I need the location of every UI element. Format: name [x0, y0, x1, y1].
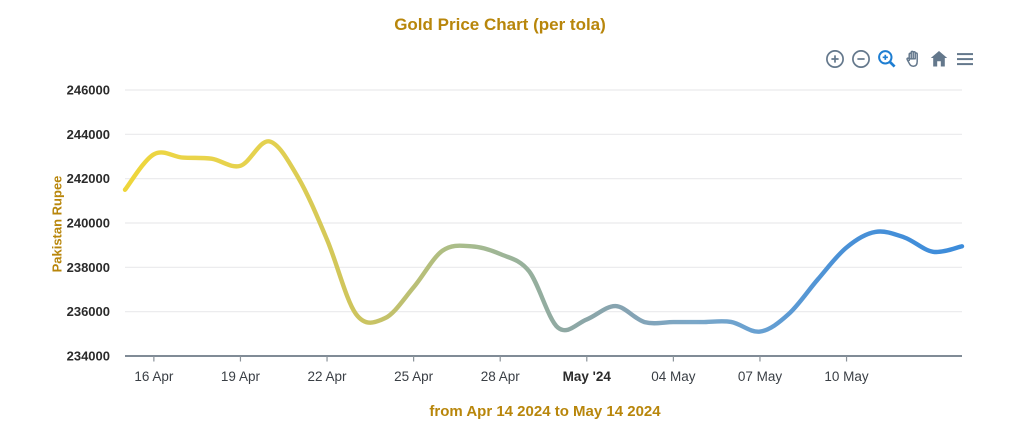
y-tick-label: 234000	[67, 349, 110, 364]
x-tick-label: 04 May	[651, 369, 696, 384]
y-tick-label: 246000	[67, 83, 110, 98]
x-tick-label: 19 Apr	[221, 369, 261, 384]
y-tick-label: 240000	[67, 216, 110, 231]
zoom-out-button[interactable]	[848, 46, 873, 71]
y-tick-label: 238000	[67, 260, 110, 275]
x-tick-label: 16 Apr	[134, 369, 174, 384]
zoom-in-button[interactable]	[822, 46, 847, 71]
y-tick-label: 242000	[67, 171, 110, 186]
box-zoom-icon	[877, 49, 896, 68]
pan-icon	[905, 50, 918, 67]
zoom-in-icon	[825, 49, 844, 68]
chart-title: Gold Price Chart (per tola)	[394, 15, 606, 34]
gold-price-series-line[interactable]	[122, 139, 965, 334]
menu-icon	[956, 52, 973, 65]
zoom-out-icon	[851, 49, 870, 68]
pan-button[interactable]	[900, 46, 925, 71]
date-range-subtitle: from Apr 14 2024 to May 14 2024	[429, 403, 661, 420]
y-tick-label: 236000	[67, 304, 110, 319]
menu-button[interactable]	[952, 46, 977, 71]
y-tick-label: 244000	[67, 127, 110, 142]
x-tick-label: 28 Apr	[481, 369, 521, 384]
x-tick-label: 22 Apr	[308, 369, 348, 384]
reset-home-icon	[930, 50, 947, 66]
box-zoom-button[interactable]	[874, 46, 899, 71]
chart-toolbar	[822, 46, 977, 71]
x-tick-label: 25 Apr	[394, 369, 434, 384]
reset-home-button[interactable]	[926, 46, 951, 71]
x-tick-label: May '24	[563, 369, 612, 384]
x-tick-label: 10 May	[824, 369, 869, 384]
x-tick-label: 07 May	[738, 369, 783, 384]
